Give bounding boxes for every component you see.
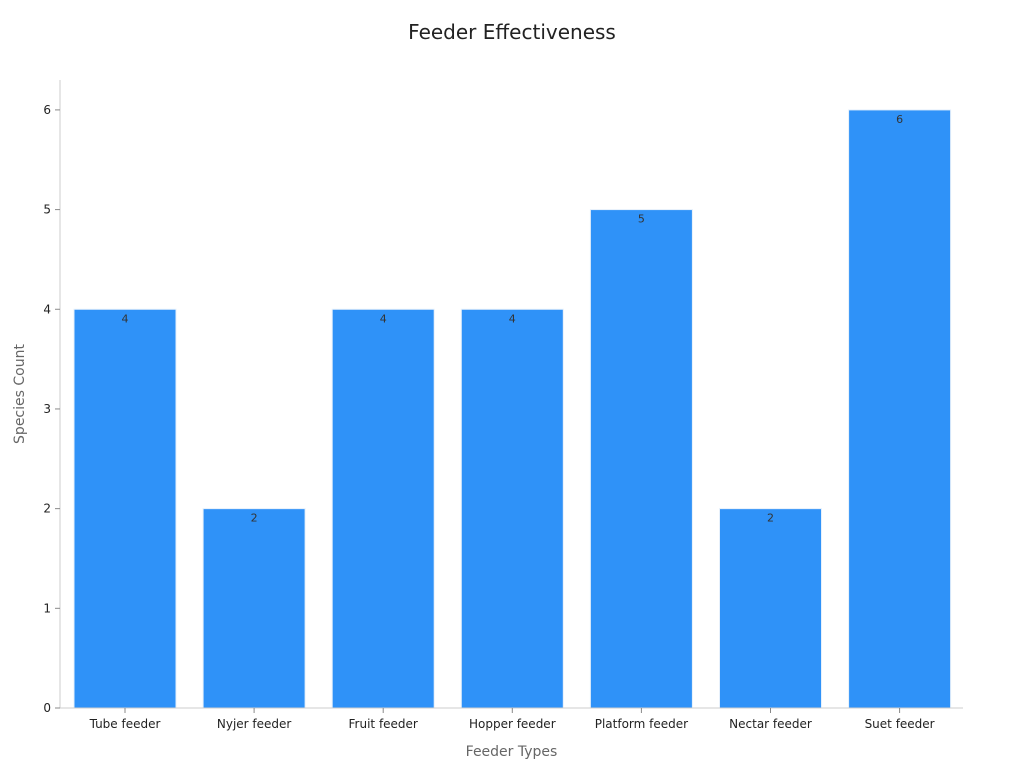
bars-layer <box>73 109 952 709</box>
y-ticks: 0 1 2 3 4 5 6 <box>43 103 60 715</box>
data-label: 2 <box>251 512 258 525</box>
data-label: 4 <box>509 312 516 325</box>
x-tick-label: Nyjer feeder <box>217 717 292 731</box>
data-label: 2 <box>767 512 774 525</box>
x-tick-label: Nectar feeder <box>729 717 812 731</box>
y-tick-label: 0 <box>43 701 51 715</box>
bar-fruit-feeder[interactable] <box>331 308 435 709</box>
y-tick-label: 2 <box>43 502 51 516</box>
chart-title: Feeder Effectiveness <box>408 20 616 44</box>
x-axis-title: Feeder Types <box>466 744 558 760</box>
x-tick-label: Platform feeder <box>595 717 688 731</box>
x-tick-label: Suet feeder <box>865 717 935 731</box>
y-tick-label: 1 <box>43 601 51 615</box>
x-ticks: Tube feeder Nyjer feeder Fruit feeder Hoppe… <box>89 708 935 731</box>
y-axis-title: Species Count <box>12 344 28 444</box>
x-tick-label: Tube feeder <box>89 717 161 731</box>
data-labels: 4 2 4 4 5 2 6 <box>122 113 904 525</box>
bar-nectar-feeder[interactable] <box>719 508 822 709</box>
y-tick-label: 3 <box>43 402 51 416</box>
bar-tube-feeder[interactable] <box>73 308 177 709</box>
bar-suet-feeder[interactable] <box>848 109 952 709</box>
x-tick-label: Hopper feeder <box>469 717 556 731</box>
y-tick-label: 6 <box>43 103 51 117</box>
data-label: 4 <box>122 312 129 325</box>
bar-nyjer-feeder[interactable] <box>202 508 306 709</box>
x-tick-label: Fruit feeder <box>349 717 418 731</box>
bar-platform-feeder[interactable] <box>589 209 693 709</box>
y-tick-label: 5 <box>43 203 51 217</box>
y-tick-label: 4 <box>43 302 51 316</box>
data-label: 4 <box>380 312 387 325</box>
data-label: 6 <box>896 113 903 126</box>
bar-hopper-feeder[interactable] <box>460 308 564 709</box>
data-label: 5 <box>638 213 645 226</box>
axes-layer <box>59 80 963 709</box>
